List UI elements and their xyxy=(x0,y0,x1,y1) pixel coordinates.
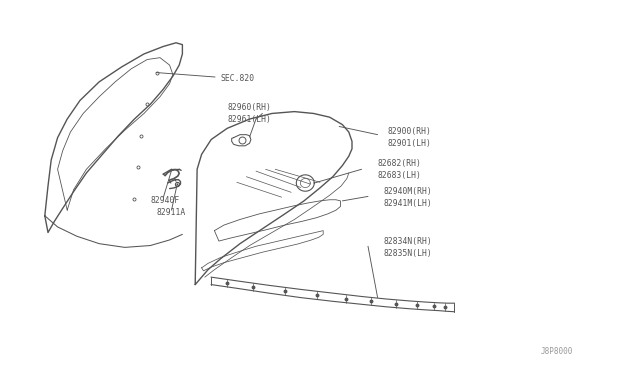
Text: 82682(RH)
82683(LH): 82682(RH) 82683(LH) xyxy=(378,159,422,180)
Text: 82900(RH)
82901(LH): 82900(RH) 82901(LH) xyxy=(387,127,431,148)
Text: 82940M(RH)
82941M(LH): 82940M(RH) 82941M(LH) xyxy=(384,187,433,208)
Text: J8P8000: J8P8000 xyxy=(541,347,573,356)
Text: 82834N(RH)
82835N(LH): 82834N(RH) 82835N(LH) xyxy=(384,237,433,258)
Text: 82960(RH)
82961(LH): 82960(RH) 82961(LH) xyxy=(227,103,271,124)
Text: SEC.820: SEC.820 xyxy=(221,74,255,83)
Text: 82940F: 82940F xyxy=(150,196,180,205)
Text: 82911A: 82911A xyxy=(157,208,186,217)
